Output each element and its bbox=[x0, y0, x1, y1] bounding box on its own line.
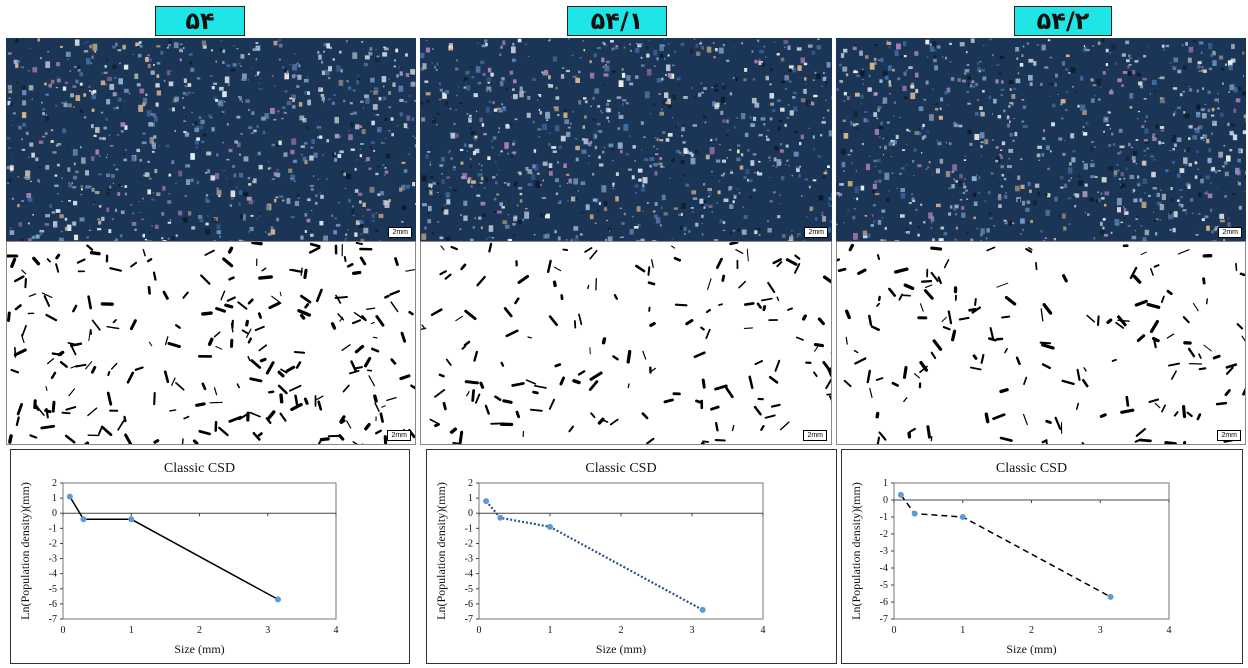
y-tick-label: -2 bbox=[465, 538, 473, 549]
y-axis-label: Ln(Population density)(mm) bbox=[18, 482, 32, 620]
x-tick-label: 1 bbox=[960, 625, 965, 636]
plot-area bbox=[62, 482, 337, 620]
data-point bbox=[497, 514, 504, 521]
y-tick-label: -2 bbox=[880, 529, 888, 540]
sample-label-54-2: ۵۴/۲ bbox=[1014, 6, 1112, 36]
sample-label-54-1: ۵۴/۱ bbox=[567, 6, 667, 36]
csd-chart-54-1: Classic CSD 0 1 2 3 4 2 1 0 -1 -2 -3 -4 -5 -6 -7 Size (m… bbox=[426, 449, 837, 664]
y-axis-label: Ln(Population density)(mm) bbox=[849, 482, 863, 620]
y-tick-label: -2 bbox=[49, 538, 57, 549]
micrograph-texture bbox=[420, 38, 832, 241]
y-tick-label: -4 bbox=[880, 563, 888, 574]
y-tick-label: 0 bbox=[468, 508, 473, 519]
x-tick-label: 2 bbox=[197, 625, 202, 636]
y-tick-label: 0 bbox=[883, 495, 888, 506]
x-tick-label: 2 bbox=[1029, 625, 1034, 636]
crystal-trace-image-54-1: 2mm bbox=[420, 241, 832, 445]
series-line bbox=[69, 496, 279, 601]
chart-title: Classic CSD bbox=[996, 461, 1067, 476]
y-tick-label: -7 bbox=[49, 614, 57, 625]
data-point bbox=[66, 493, 73, 500]
data-point bbox=[483, 498, 490, 505]
thin-section-micrograph-54-1: 2mm bbox=[420, 38, 832, 241]
csd-chart-54-2: Classic CSD 0 1 2 3 4 1 0 -1 -2 -3 -4 -5 -6 -7 Size (mm… bbox=[841, 449, 1243, 664]
y-tick-label: -3 bbox=[880, 546, 888, 557]
data-point bbox=[897, 491, 904, 498]
y-tick-label: 0 bbox=[52, 508, 57, 519]
crystal-traces bbox=[837, 243, 1245, 444]
crystal-trace-image-54: 2mm bbox=[6, 241, 416, 445]
x-tick-label: 3 bbox=[690, 625, 695, 636]
micrograph-texture bbox=[6, 38, 416, 241]
scale-bar: 2mm bbox=[803, 430, 827, 441]
y-tick-label: -5 bbox=[465, 584, 473, 595]
y-axis-label: Ln(Population density)(mm) bbox=[434, 482, 448, 620]
y-tick-label: -4 bbox=[465, 569, 473, 580]
y-tick-label: -1 bbox=[880, 512, 888, 523]
x-axis-label: Size (mm) bbox=[174, 642, 224, 656]
csd-chart-54: Classic CSD 0 1 2 3 4 2 1 0 -1 -2 -3 -4 -5 -6 -7 Size (m… bbox=[10, 449, 410, 664]
data-point bbox=[274, 596, 281, 603]
x-tick-label: 2 bbox=[619, 625, 624, 636]
data-point bbox=[911, 510, 918, 517]
y-tick-label: 2 bbox=[52, 478, 57, 489]
data-point bbox=[1107, 593, 1114, 600]
y-tick-label: -1 bbox=[465, 523, 473, 534]
x-axis-label: Size (mm) bbox=[1006, 642, 1056, 656]
csd-chart-svg: Classic CSD 0 1 2 3 4 1 0 -1 -2 -3 -4 -5 -6 -7 Size (mm… bbox=[849, 461, 1172, 656]
data-point bbox=[547, 523, 553, 530]
scale-bar: 2mm bbox=[388, 227, 412, 238]
scale-bar: 2mm bbox=[387, 430, 411, 441]
sample-label-54: ۵۴ bbox=[155, 6, 245, 36]
y-tick-label: -5 bbox=[49, 584, 57, 595]
y-tick-label: 1 bbox=[52, 493, 57, 504]
y-tick-label: -3 bbox=[465, 554, 473, 565]
x-tick-label: 4 bbox=[761, 625, 766, 636]
data-point bbox=[959, 514, 966, 520]
chart-title: Classic CSD bbox=[164, 461, 235, 476]
x-tick-label: 3 bbox=[1098, 625, 1103, 636]
x-tick-label: 3 bbox=[265, 625, 270, 636]
scale-bar: 2mm bbox=[1217, 430, 1241, 441]
x-axis-label: Size (mm) bbox=[596, 642, 646, 656]
series-line bbox=[485, 500, 704, 611]
csd-chart-svg: Classic CSD 0 1 2 3 4 2 1 0 -1 -2 -3 -4 -5 -6 -7 Size (m… bbox=[18, 461, 339, 656]
y-tick-label: -6 bbox=[465, 599, 473, 610]
y-tick-label: -5 bbox=[880, 580, 888, 591]
plot-area bbox=[478, 482, 764, 620]
x-tick-label: 1 bbox=[129, 625, 134, 636]
crystal-trace-image-54-2: 2mm bbox=[836, 241, 1246, 445]
y-tick-label: -7 bbox=[465, 614, 473, 625]
y-tick-label: 1 bbox=[468, 493, 473, 504]
x-tick-label: 1 bbox=[548, 625, 553, 636]
y-tick-label: -6 bbox=[49, 599, 57, 610]
y-tick-label: -3 bbox=[49, 554, 57, 565]
x-tick-label: 0 bbox=[892, 625, 897, 636]
y-tick-label: 1 bbox=[883, 478, 888, 489]
data-point bbox=[699, 606, 706, 613]
y-tick-label: -6 bbox=[880, 597, 888, 608]
x-tick-label: 4 bbox=[334, 625, 339, 636]
series-line bbox=[900, 494, 1111, 598]
crystal-traces bbox=[7, 242, 415, 444]
crystal-traces bbox=[421, 242, 831, 444]
data-point bbox=[128, 516, 135, 523]
y-tick-label: 2 bbox=[468, 478, 473, 489]
y-tick-label: -4 bbox=[49, 569, 57, 580]
scale-bar: 2mm bbox=[804, 227, 828, 238]
micrograph-texture bbox=[836, 38, 1246, 241]
x-tick-label: 4 bbox=[1167, 625, 1172, 636]
x-tick-label: 0 bbox=[61, 625, 66, 636]
y-tick-label: -1 bbox=[49, 523, 57, 534]
scale-bar: 2mm bbox=[1218, 227, 1242, 238]
data-point bbox=[80, 516, 87, 523]
thin-section-micrograph-54-2: 2mm bbox=[836, 38, 1246, 241]
plot-area bbox=[893, 482, 1170, 620]
chart-title: Classic CSD bbox=[585, 461, 656, 476]
thin-section-micrograph-54: 2mm bbox=[6, 38, 416, 241]
csd-chart-svg: Classic CSD 0 1 2 3 4 2 1 0 -1 -2 -3 -4 -5 -6 -7 Size (m… bbox=[434, 461, 766, 656]
y-tick-label: -7 bbox=[880, 614, 888, 625]
x-tick-label: 0 bbox=[477, 625, 482, 636]
